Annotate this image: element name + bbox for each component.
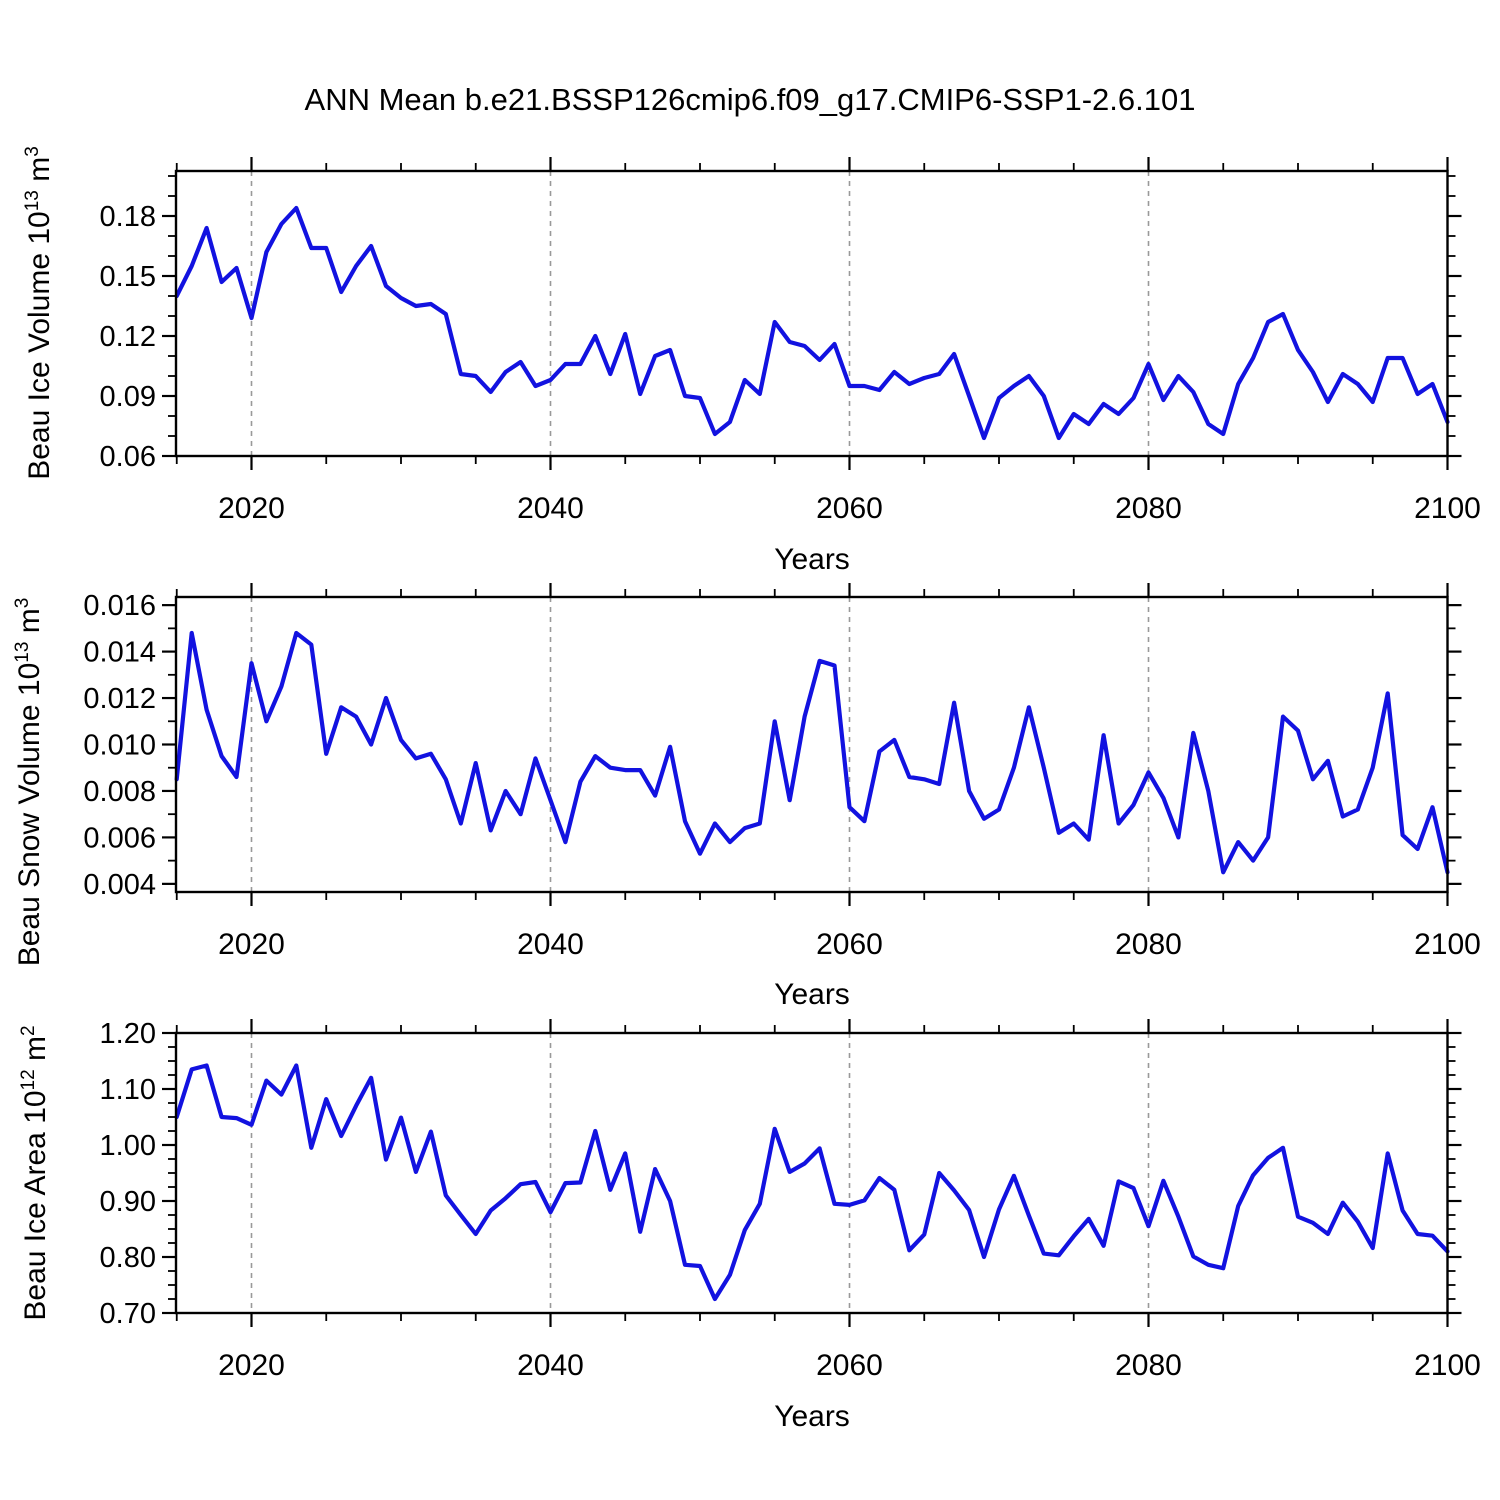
xlabel-years-top: Years: [774, 543, 850, 576]
ylabel-text: m: [13, 608, 46, 642]
y-tick-label: 0.90: [100, 1186, 156, 1218]
y-tick-label: 1.00: [100, 1130, 156, 1162]
x-tick-label: 2040: [517, 492, 584, 525]
ylabel-ice-area: Beau Ice Area 1012 m2: [18, 1025, 53, 1321]
x-tick-label: 2100: [1414, 492, 1481, 525]
x-tick-label: 2020: [218, 1349, 285, 1382]
ylabel-ice-volume: Beau Ice Volume 1013 m3: [22, 146, 57, 480]
data-series-line: [174, 630, 1450, 875]
y-tick-label: 0.80: [100, 1242, 156, 1274]
y-tick-label: 0.012: [83, 683, 156, 715]
data-series-line: [174, 1063, 1450, 1302]
data-series-line: [174, 205, 1450, 441]
x-tick-label: 2100: [1414, 928, 1481, 961]
x-tick-label: 2040: [517, 1349, 584, 1382]
y-tick-label: 1.10: [100, 1074, 156, 1106]
y-tick-label: 0.004: [83, 869, 156, 901]
y-tick-label: 0.15: [100, 261, 156, 293]
ylabel-superscript: 2: [18, 1025, 39, 1036]
ylabel-text: Beau Snow Volume 10: [13, 662, 46, 967]
ylabel-text: m: [19, 1035, 52, 1070]
ylabel-superscript: 13: [12, 641, 33, 663]
y-tick-label: 0.008: [83, 776, 156, 808]
y-tick-label: 1.20: [100, 1018, 156, 1050]
xlabel-years-bottom: Years: [774, 1400, 850, 1433]
x-tick-label: 2100: [1414, 1349, 1481, 1382]
ylabel-superscript: 12: [18, 1069, 39, 1091]
y-tick-label: 0.18: [100, 201, 156, 233]
x-tick-label: 2020: [218, 928, 285, 961]
ylabel-superscript: 13: [22, 190, 43, 212]
y-tick-label: 0.12: [100, 321, 156, 353]
x-tick-label: 2060: [816, 928, 883, 961]
x-tick-label: 2080: [1115, 492, 1182, 525]
ylabel-text: Beau Ice Volume 10: [23, 211, 56, 480]
x-tick-label: 2020: [218, 492, 285, 525]
y-tick-label: 0.006: [83, 822, 156, 854]
y-tick-label: 0.06: [100, 441, 156, 473]
x-tick-label: 2060: [816, 1349, 883, 1382]
plot-frame: [174, 595, 1449, 894]
x-tick-label: 2080: [1115, 1349, 1182, 1382]
y-tick-label: 0.016: [83, 590, 156, 622]
y-tick-label: 0.70: [100, 1298, 156, 1330]
x-tick-label: 2080: [1115, 928, 1182, 961]
figure-title: ANN Mean b.e21.BSSP126cmip6.f09_g17.CMIP…: [304, 82, 1196, 117]
x-tick-label: 2040: [517, 928, 584, 961]
x-tick-label: 2060: [816, 492, 883, 525]
ylabel-snow-volume: Beau Snow Volume 1013 m3: [12, 597, 47, 967]
xlabel-years-middle: Years: [774, 978, 850, 1011]
ylabel-superscript: 3: [22, 146, 43, 157]
y-tick-label: 0.014: [83, 637, 156, 669]
y-tick-label: 0.09: [100, 381, 156, 413]
ylabel-text: m: [23, 156, 56, 191]
ylabel-superscript: 3: [12, 597, 33, 609]
plot-frame: [174, 169, 1449, 458]
ylabel-text: Beau Ice Area 10: [19, 1090, 52, 1321]
y-tick-label: 0.010: [83, 730, 156, 762]
